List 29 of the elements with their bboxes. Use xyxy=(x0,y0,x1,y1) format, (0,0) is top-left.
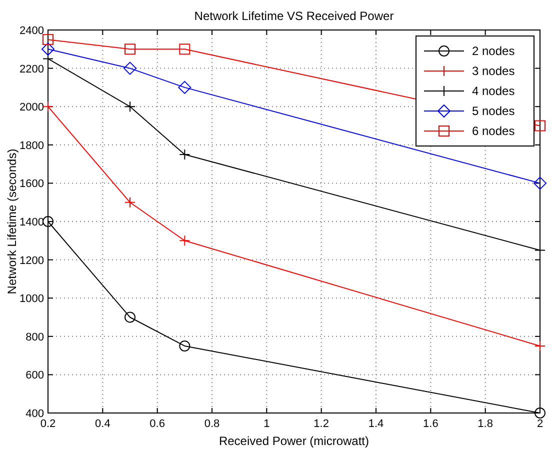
legend-label: 3 nodes xyxy=(472,64,515,78)
x-tick-label: 1.6 xyxy=(423,418,438,430)
legend-label: 5 nodes xyxy=(472,104,515,118)
y-tick-label: 1800 xyxy=(20,140,44,152)
y-tick-label: 1400 xyxy=(20,216,44,228)
x-tick-label: 1.2 xyxy=(314,418,329,430)
legend-label: 2 nodes xyxy=(472,44,515,58)
y-tick-label: 400 xyxy=(26,408,44,420)
x-tick-label: 0.2 xyxy=(40,418,56,430)
x-tick-label: 1.4 xyxy=(368,418,384,430)
y-tick-label: 600 xyxy=(26,370,44,382)
y-tick-label: 1200 xyxy=(20,254,44,267)
y-tick-label: 1000 xyxy=(20,293,44,306)
x-tick-label: 0.6 xyxy=(150,418,165,430)
y-tick-label: 2200 xyxy=(20,63,44,76)
y-tick-label: 2000 xyxy=(20,102,44,114)
x-tick-label: 1 xyxy=(264,418,270,430)
y-tick-label: 2400 xyxy=(20,25,44,37)
x-tick-label: 1.8 xyxy=(478,418,493,430)
y-tick-label: 1600 xyxy=(20,178,44,190)
x-tick-label: 2 xyxy=(536,418,544,430)
x-tick-label: 0.8 xyxy=(204,418,220,430)
chart-title: Network Lifetime VS Received Power xyxy=(194,9,394,23)
legend-label: 4 nodes xyxy=(472,84,515,98)
x-axis-title: Received Power (microwatt) xyxy=(218,434,370,448)
y-tick-label: 800 xyxy=(26,331,44,344)
legend-label: 6 nodes xyxy=(472,124,515,138)
y-axis-title: Network Lifetime (seconds) xyxy=(5,148,19,294)
x-tick-label: 0.4 xyxy=(95,418,110,430)
